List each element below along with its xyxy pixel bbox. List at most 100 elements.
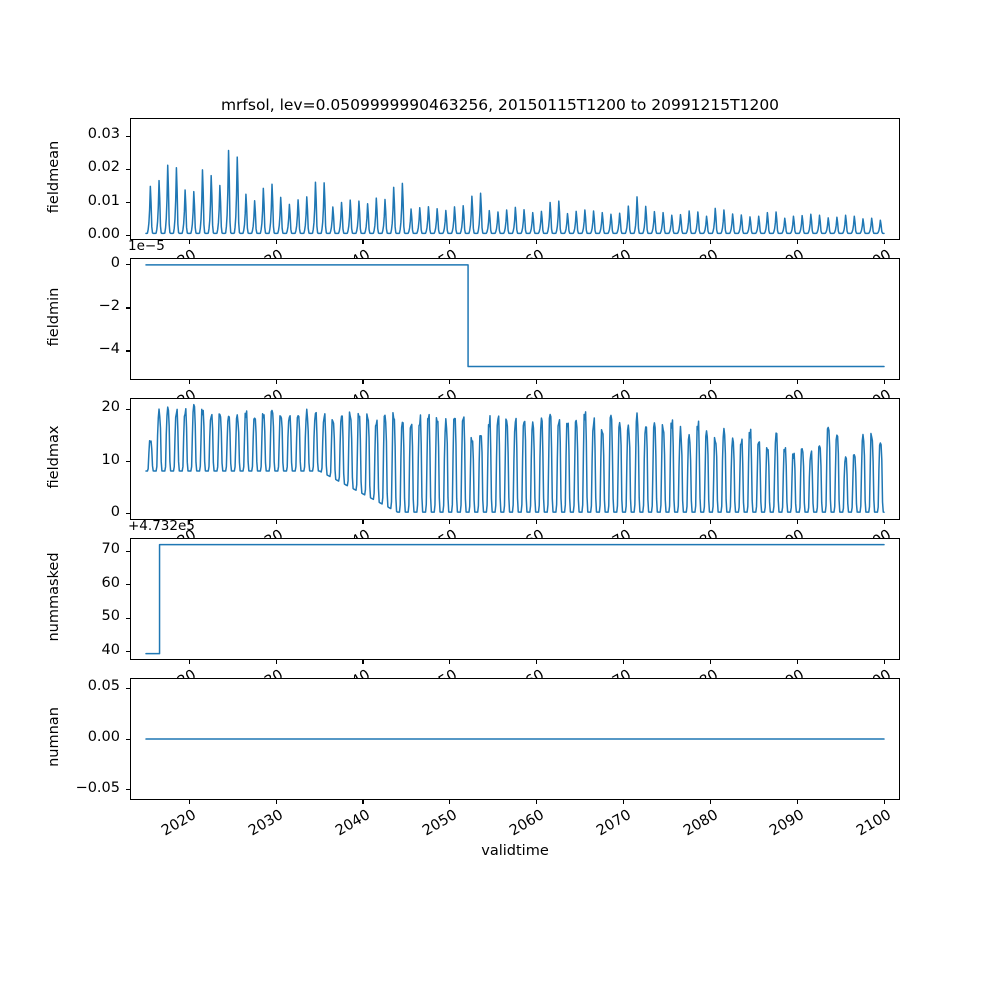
y-tick-label-fieldmean: 0.00 [87,225,120,242]
y-tick-mark [126,584,130,586]
x-tick-label: 2080 [680,807,721,840]
y-tick-label-fieldmin: −2 [98,297,120,314]
data-line-fieldmin [145,264,885,368]
x-axis-label: validtime [481,843,549,859]
x-tick-mark [536,380,538,384]
y-axis-label-fieldmean: fieldmean [46,140,62,214]
x-tick-mark [883,800,885,804]
y-tick-label-fieldmean: 0.02 [87,159,120,176]
y-axis-offset-fieldmin: 1e−5 [128,238,165,254]
x-tick-mark [796,240,799,244]
y-tick-label-numnan: −0.05 [75,779,120,796]
x-tick-label: 2020 [159,807,200,840]
x-tick-mark [796,380,799,384]
y-tick-mark [126,350,130,352]
x-tick-mark [449,520,451,524]
y-tick-label-nummasked: 60 [101,574,120,591]
y-tick-label-nummasked: 50 [101,608,120,625]
y-tick-mark [126,135,130,137]
y-tick-mark [126,202,130,204]
x-tick-label: 2060 [506,807,547,840]
axes-frame [130,258,900,380]
x-tick-mark [883,520,885,524]
y-tick-label-nummasked: 40 [101,641,120,658]
y-tick-mark [126,617,130,619]
x-tick-mark [623,660,625,664]
y-tick-mark [126,513,130,515]
x-tick-label: 2090 [767,807,808,840]
y-tick-label-numnan: 0.05 [87,678,120,695]
data-line-numnan [145,738,885,740]
x-tick-mark [883,380,885,384]
y-tick-label-fieldmin: 0 [110,254,120,271]
data-line-fieldmean [145,149,885,235]
x-tick-mark [275,520,277,524]
x-tick-mark [188,660,190,664]
y-axis-label-nummasked: nummasked [46,552,62,642]
panel-fieldmax: 01020fieldmax202020302040205020602070208… [46,398,900,559]
y-tick-mark [126,687,130,689]
x-tick-mark [275,240,277,244]
panel-fieldmean: 0.000.010.020.03fieldmean202020302040205… [46,118,900,279]
x-tick-mark [275,660,277,664]
x-tick-mark [449,660,451,664]
x-tick-mark [362,240,364,244]
x-tick-mark [883,660,885,664]
x-tick-mark [623,800,625,804]
panel-nummasked: 40506070nummasked+4.732e5202020302040205… [46,518,900,699]
x-tick-mark [362,800,364,804]
y-tick-label-fieldmax: 20 [101,399,120,416]
x-tick-mark [883,240,885,244]
x-tick-mark [362,380,364,384]
x-tick-mark [449,380,451,384]
y-tick-label-fieldmax: 0 [110,503,120,520]
x-tick-label: 2050 [419,807,460,840]
y-tick-mark [126,235,130,237]
y-tick-mark [126,461,130,463]
y-tick-mark [126,307,130,309]
x-tick-mark [796,800,799,804]
y-axis-label-fieldmin: fieldmin [46,287,62,347]
x-tick-mark [362,520,364,524]
panel-numnan: 0.05 0.00 −0.05 numnan 2020 2030 2040 2050 2060 2… [46,678,900,839]
x-tick-mark [536,240,538,244]
y-axis-label-numnan: numnan [46,707,62,767]
x-tick-mark [796,660,799,664]
x-tick-mark [275,380,277,384]
panel-fieldmin: 0−2−4fieldmin1e−520202030204020502060207… [46,238,900,419]
x-tick-label: 2100 [854,807,895,840]
x-tick-mark [188,240,190,244]
y-tick-label-nummasked: 70 [101,541,120,558]
y-tick-mark [126,789,130,791]
y-tick-mark [126,264,130,266]
figure-title: mrfsol, lev=0.0509999990463256, 20150115… [220,96,780,114]
axes-frame [130,538,900,660]
y-tick-label-fieldmean: 0.01 [87,192,120,209]
x-tick-mark [188,520,190,524]
x-tick-mark [536,800,538,804]
y-tick-label-fieldmin: −4 [98,340,120,357]
x-tick-mark [796,520,799,524]
x-tick-mark [623,240,625,244]
x-tick-mark [623,380,625,384]
x-tick-mark [362,660,364,664]
x-tick-mark [710,800,712,804]
axes-frame [130,398,900,520]
x-tick-mark [275,800,277,804]
x-tick-mark [188,380,190,384]
y-tick-label-numnan: 0.00 [87,729,120,745]
y-tick-mark [126,738,130,740]
y-tick-mark [126,408,130,411]
x-tick-label: 2030 [246,807,286,840]
data-line-nummasked [145,543,885,655]
x-tick-label: 2040 [332,807,373,840]
x-tick-mark [449,800,451,804]
x-tick-mark [536,660,538,664]
x-tick-mark [710,520,712,524]
y-tick-label-fieldmax: 10 [101,451,120,468]
data-line-fieldmax [145,403,885,513]
y-axis-label-fieldmax: fieldmax [46,425,62,489]
y-tick-mark [126,550,130,552]
x-tick-mark [710,240,712,244]
x-tick-mark [623,520,625,524]
